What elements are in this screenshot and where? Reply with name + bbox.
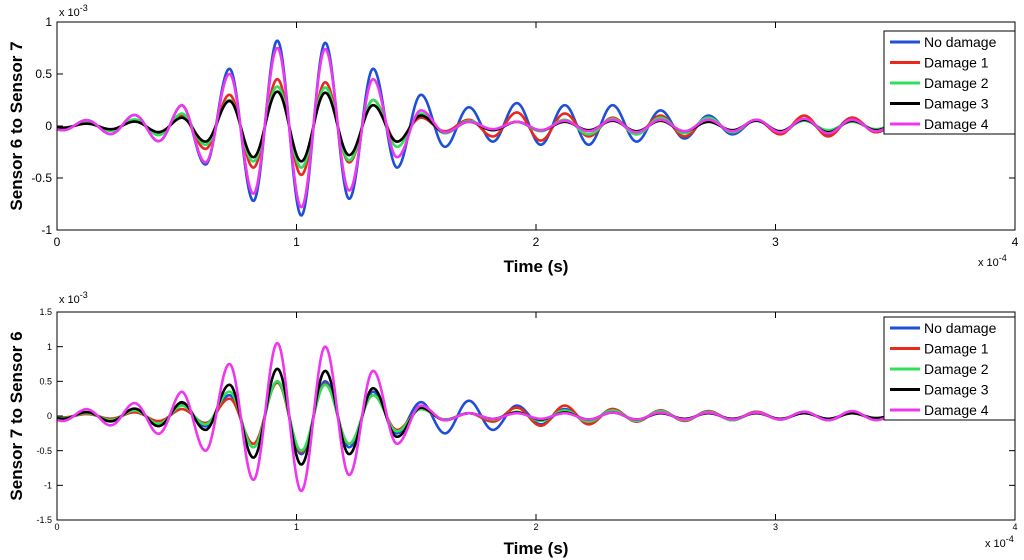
legend-label: Damage 3 <box>924 382 989 398</box>
legend-label: No damage <box>924 34 997 50</box>
legend-label: Damage 1 <box>924 341 989 357</box>
x-tick-label: 4 <box>1012 522 1017 532</box>
y-tick-label: 0.5 <box>39 376 52 386</box>
y-tick-label: 1 <box>47 342 52 352</box>
y-tick-label: -1 <box>41 223 52 237</box>
y-tick-label: 0.5 <box>35 67 52 81</box>
x-exponent-base: x 10 <box>985 538 1006 550</box>
chart-2: 0 1 2 3 4-1.5-1-0.500.511.5x 10-3x 10-4Time … <box>7 290 1018 558</box>
y-tick-label: 0 <box>45 119 52 133</box>
x-exponent-base: x 10 <box>978 257 999 269</box>
x-tick-label: 3 <box>773 522 778 532</box>
series-group <box>56 39 944 217</box>
y-exponent-base: x 10 <box>59 7 80 19</box>
y-exponent-power: -3 <box>80 290 88 300</box>
y-axis-title: Sensor 7 to Sensor 6 <box>7 331 26 500</box>
series-line-damage-2 <box>56 380 944 452</box>
x-tick-label: 1 <box>293 235 300 249</box>
plot-area <box>56 21 1016 231</box>
legend: No damage Damage 1 Damage 2 Damage 3 Damage … <box>883 316 1016 421</box>
x-exponent-label: x 10-4 <box>985 534 1014 550</box>
y-axis-title: Sensor 6 to Sensor 7 <box>7 41 26 210</box>
y-tick-label: 0 <box>47 411 52 421</box>
y-tick-label: -0.5 <box>31 171 52 185</box>
x-exponent-power: -4 <box>999 253 1007 263</box>
x-tick-label: 0 <box>54 522 59 532</box>
y-exponent-label: x 10-3 <box>59 3 88 19</box>
x-exponent-label: x 10-4 <box>978 253 1007 269</box>
plot-area <box>56 311 1016 521</box>
legend-label: No damage <box>924 320 997 336</box>
x-tick-label: 1 <box>294 522 299 532</box>
x-tick-label: 2 <box>533 522 538 532</box>
y-tick-label: -0.5 <box>36 446 52 456</box>
y-tick-label: -1 <box>44 480 52 490</box>
legend: No damage Damage 1 Damage 2 Damage 3 Damage … <box>883 30 1016 135</box>
x-tick-label: 3 <box>772 235 779 249</box>
y-exponent-power: -3 <box>80 3 88 13</box>
legend-label: Damage 3 <box>924 96 989 112</box>
series-line-damage-4 <box>56 46 944 209</box>
y-exponent-base: x 10 <box>59 294 80 306</box>
x-tick-label: 2 <box>533 235 540 249</box>
x-axis-title: Time (s) <box>504 257 569 276</box>
legend-label: Damage 2 <box>924 75 989 91</box>
legend-label: Damage 1 <box>924 55 989 71</box>
y-tick-label: -1.5 <box>36 515 52 525</box>
x-tick-label: 0 <box>54 235 61 249</box>
series-line-damage-4 <box>56 341 944 493</box>
y-exponent-label: x 10-3 <box>59 290 88 306</box>
legend-label: Damage 2 <box>924 361 989 377</box>
y-tick-label: 1.5 <box>39 307 52 317</box>
x-tick-label: 4 <box>1012 235 1019 249</box>
x-axis-title: Time (s) <box>504 539 569 558</box>
y-tick-label: 1 <box>45 15 52 29</box>
legend-label: Damage 4 <box>924 116 989 132</box>
legend-label: Damage 4 <box>924 402 989 418</box>
series-group <box>56 341 944 493</box>
x-exponent-power: -4 <box>1006 534 1014 544</box>
